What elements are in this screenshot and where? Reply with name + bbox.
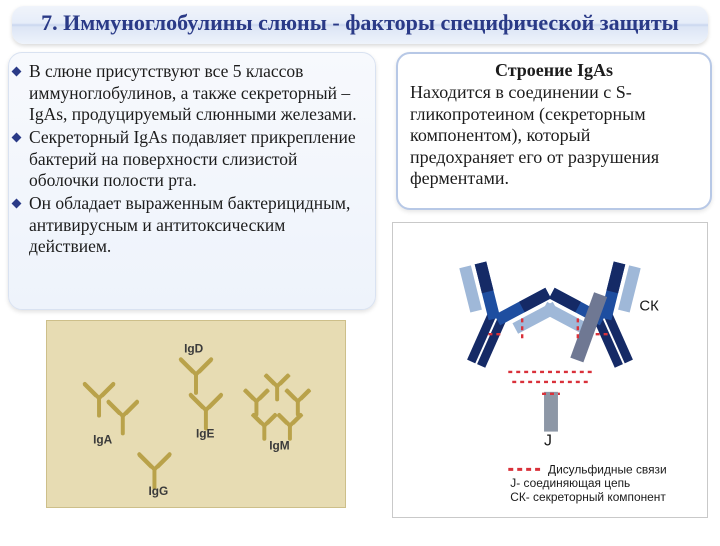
- right-body: Находится в соединении с S-гликопротеино…: [410, 82, 698, 190]
- svg-text:СК: СК: [639, 299, 659, 315]
- svg-text:IgG: IgG: [149, 485, 169, 499]
- svg-text:IgD: IgD: [184, 342, 204, 356]
- right-heading: Строение IgAs: [410, 60, 698, 82]
- svg-text:IgM: IgM: [269, 439, 290, 453]
- bullet-item: В слюне присутствуют все 5 классов иммун…: [25, 61, 365, 125]
- svg-text:СК- секреторный компонент: СК- секреторный компонент: [510, 490, 666, 504]
- left-text-panel: В слюне присутствуют все 5 классов иммун…: [8, 52, 376, 310]
- right-text-panel: Строение IgAs Находится в соединении с S…: [396, 52, 712, 210]
- svg-text:J: J: [544, 433, 552, 450]
- ig-classes-figure: IgA IgD IgE IgG IgM: [46, 320, 346, 508]
- svg-text:IgE: IgE: [196, 427, 215, 441]
- iga-dimer-figure: СК J Дисульфидные связиJ- соединяющая цепь…: [392, 222, 708, 518]
- svg-text:IgA: IgA: [93, 433, 113, 447]
- bullet-item: Он обладает выраженным бактерицидным, ан…: [25, 193, 365, 257]
- slide-title: 7. Иммуноглобулины слюны - факторы специ…: [12, 6, 708, 44]
- bullet-item: Секреторный IgAs подавляет прикрепление …: [25, 127, 365, 191]
- svg-text:J- соединяющая цепь: J- соединяющая цепь: [510, 477, 630, 491]
- svg-text:Дисульфидные связи: Дисульфидные связи: [548, 463, 667, 477]
